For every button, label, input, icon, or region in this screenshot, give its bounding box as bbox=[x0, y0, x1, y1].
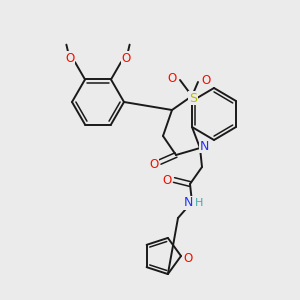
Text: N: N bbox=[183, 196, 193, 209]
Text: O: O bbox=[122, 52, 130, 65]
Text: O: O bbox=[162, 175, 172, 188]
Text: H: H bbox=[195, 198, 203, 208]
Text: O: O bbox=[167, 73, 177, 85]
Text: O: O bbox=[149, 158, 159, 170]
Text: N: N bbox=[199, 140, 209, 152]
Text: O: O bbox=[183, 253, 193, 266]
Text: O: O bbox=[65, 52, 75, 65]
Text: O: O bbox=[201, 74, 211, 88]
Text: S: S bbox=[189, 92, 197, 104]
